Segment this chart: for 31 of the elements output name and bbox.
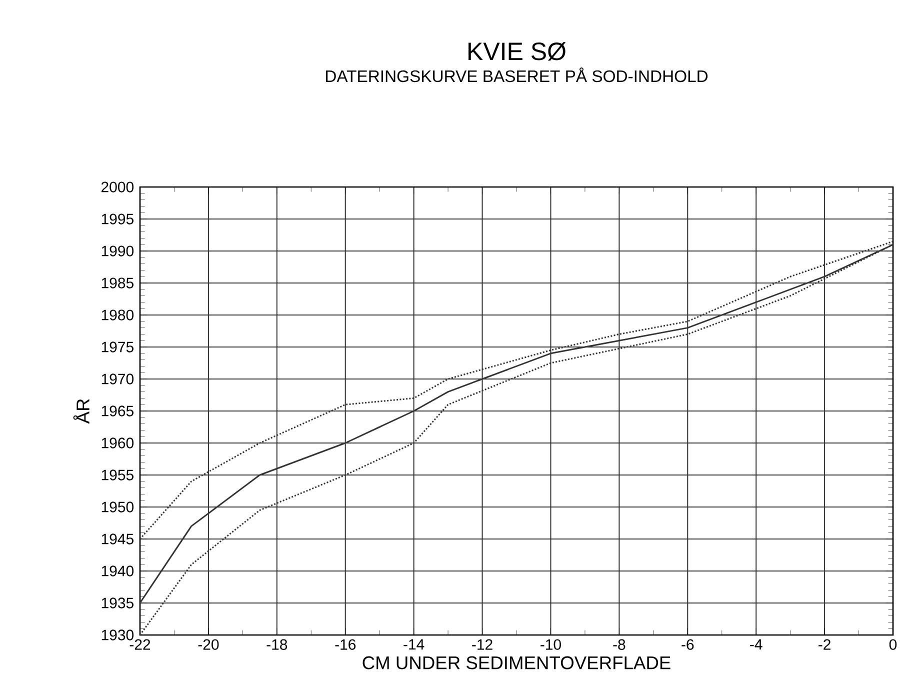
y-tick-label: 1990 bbox=[102, 246, 134, 256]
x-tick-label: -22 bbox=[130, 639, 150, 650]
y-tick-label: 1955 bbox=[102, 470, 134, 480]
x-axis-title: CM UNDER SEDIMENTOVERFLADE bbox=[362, 656, 670, 670]
y-tick-label: 1985 bbox=[102, 278, 134, 288]
y-tick-label: 1935 bbox=[102, 598, 134, 608]
y-tick-label: 2000 bbox=[102, 182, 134, 192]
x-tick-label: -12 bbox=[472, 639, 492, 650]
y-tick-label: 1965 bbox=[102, 406, 134, 416]
x-tick-label: -18 bbox=[266, 639, 288, 650]
y-tick-label: 1980 bbox=[102, 310, 134, 320]
x-tick-label: -6 bbox=[682, 639, 694, 650]
x-tick-label: -14 bbox=[404, 639, 424, 650]
x-tick-label: -8 bbox=[613, 639, 626, 650]
x-tick-label: 0 bbox=[889, 639, 897, 650]
y-tick-label: 1940 bbox=[102, 566, 134, 576]
x-tick-label: -16 bbox=[335, 639, 356, 650]
y-tick-label: 1995 bbox=[102, 214, 134, 224]
y-tick-label: 1945 bbox=[102, 534, 134, 544]
y-tick-label: 1970 bbox=[102, 374, 134, 384]
y-tick-label: 1975 bbox=[102, 342, 134, 352]
y-tick-label: 1960 bbox=[102, 438, 134, 448]
y-tick-label: 1950 bbox=[102, 502, 134, 512]
x-tick-label: -2 bbox=[818, 639, 830, 650]
x-tick-label: -20 bbox=[198, 639, 219, 650]
chart-title: KVIE SØ bbox=[468, 42, 566, 61]
x-tick-label: -4 bbox=[750, 639, 762, 650]
y-tick-label: 1930 bbox=[102, 630, 134, 640]
chart-subtitle: DATERINGSKURVE BASERET PÅ SOD-INDHOLD bbox=[326, 67, 708, 82]
x-tick-label: -10 bbox=[540, 639, 561, 650]
y-axis-title: ÅR bbox=[73, 399, 90, 424]
